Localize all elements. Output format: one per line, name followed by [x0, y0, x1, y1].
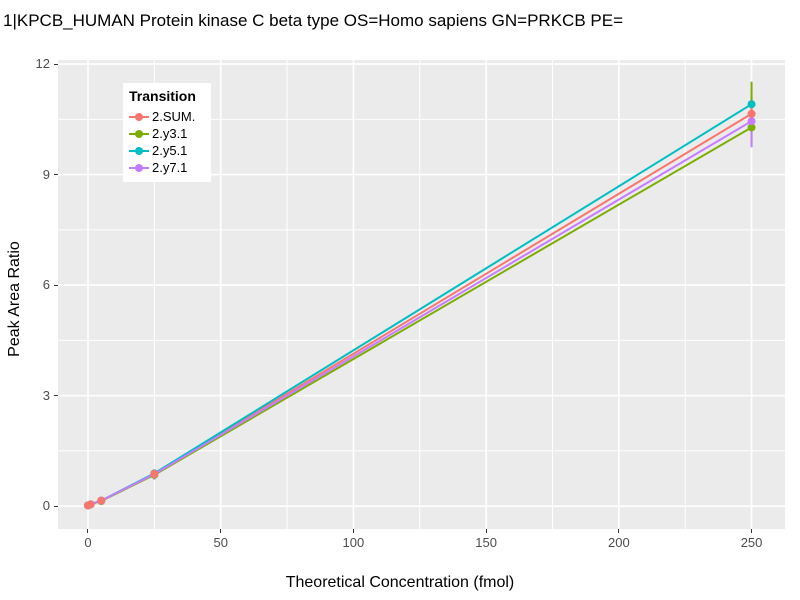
legend-item-label: 2.y3.1: [152, 126, 188, 141]
data-point: [97, 496, 106, 505]
legend: Transition 2.SUM. 2.y3.1 2.y5.1 2.y7.1: [123, 83, 211, 182]
y-tick-mark: [54, 284, 58, 286]
y-tick-mark: [54, 63, 58, 65]
legend-item: 2.y5.1: [129, 142, 207, 159]
x-tick-label: 150: [475, 535, 497, 550]
legend-item-label: 2.y5.1: [152, 143, 188, 158]
data-point: [747, 123, 756, 132]
x-tick-label: 100: [342, 535, 365, 550]
x-axis-title: Theoretical Concentration (fmol): [285, 574, 515, 591]
x-tick-mark: [751, 529, 753, 533]
legend-key-dot: [135, 163, 143, 172]
y-tick-label: 9: [42, 166, 50, 182]
legend-key-icon: [129, 144, 149, 158]
data-point: [150, 469, 159, 478]
legend-key-dot: [135, 112, 143, 121]
legend-key-icon: [129, 161, 149, 175]
x-tick-mark: [220, 529, 222, 533]
y-tick-label: 3: [42, 387, 50, 403]
y-tick-mark: [54, 395, 58, 397]
data-point: [747, 117, 756, 126]
plot-title: 1|KPCB_HUMAN Protein kinase C beta type …: [3, 11, 623, 30]
y-tick-mark: [54, 174, 58, 176]
y-tick-label: 0: [42, 498, 50, 514]
x-tick-label: 0: [84, 535, 92, 550]
x-tick-label: 200: [607, 535, 630, 550]
legend-title: Transition: [129, 88, 196, 104]
data-point: [747, 100, 756, 109]
x-tick-label: 250: [740, 535, 763, 550]
y-tick-mark: [54, 505, 58, 507]
x-tick-mark: [352, 529, 354, 533]
x-tick-mark: [618, 529, 620, 533]
data-point: [86, 500, 95, 509]
x-tick-mark: [87, 529, 89, 533]
legend-item: 2.SUM.: [129, 108, 207, 125]
x-tick-mark: [485, 529, 487, 533]
legend-key-icon: [129, 127, 149, 141]
legend-item-label: 2.y7.1: [152, 160, 188, 175]
x-tick-label: 50: [213, 535, 228, 550]
legend-item: 2.y3.1: [129, 125, 207, 142]
legend-item: 2.y7.1: [129, 159, 207, 176]
data-point: [747, 109, 756, 118]
y-tick-label: 6: [42, 277, 50, 293]
legend-item-label: 2.SUM.: [152, 109, 196, 124]
legend-key-dot: [135, 129, 143, 138]
legend-key-icon: [129, 110, 149, 124]
legend-items: 2.SUM. 2.y3.1 2.y5.1 2.y7.1: [129, 108, 207, 176]
legend-key-dot: [135, 146, 143, 155]
y-tick-label: 12: [35, 56, 50, 72]
